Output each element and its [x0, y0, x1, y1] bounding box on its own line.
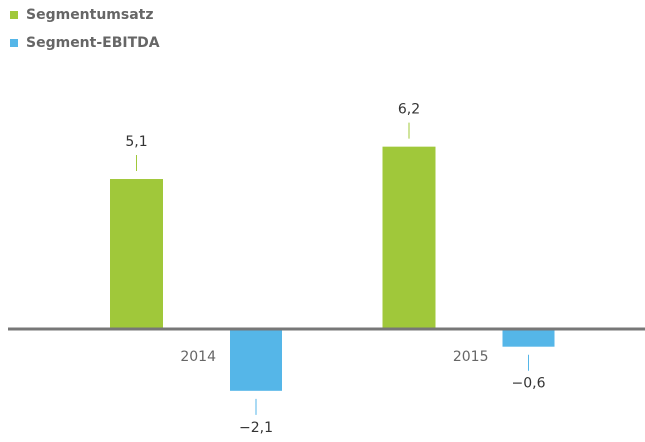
data-label: −0,6: [512, 376, 546, 392]
data-label: −2,1: [239, 420, 273, 436]
data-label: 5,1: [125, 134, 147, 150]
bar: [382, 146, 436, 330]
legend-swatch: [10, 39, 18, 47]
legend-swatch: [10, 11, 18, 19]
legend-label: Segmentumsatz: [26, 7, 154, 23]
data-label: 6,2: [398, 102, 420, 118]
bar: [230, 329, 282, 391]
bar: [502, 329, 555, 347]
x-tick-label: 2014: [180, 349, 216, 365]
bar: [110, 179, 163, 330]
legend-label: Segment-EBITDA: [26, 35, 160, 51]
x-tick-label: 2015: [453, 349, 489, 365]
